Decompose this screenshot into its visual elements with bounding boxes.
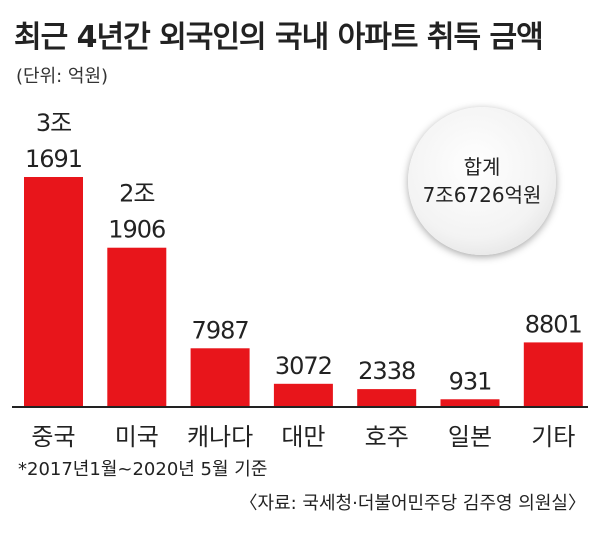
bar (357, 389, 417, 406)
data-label: 2338 (358, 357, 415, 385)
data-label: 8801 (525, 310, 582, 338)
bar (107, 247, 167, 406)
footnote: *2017년1월~2020년 5월 기준 (18, 459, 268, 480)
category-label: 일본 (448, 423, 492, 451)
category-label: 미국 (115, 423, 159, 451)
total-label: 합계 (463, 155, 501, 179)
category-label: 중국 (31, 423, 75, 451)
unit-label: (단위: 억원) (16, 66, 109, 87)
data-label: 2조 (119, 180, 154, 208)
category-label: 대만 (281, 423, 325, 451)
bar (24, 177, 83, 406)
source-credit: 〈자료: 국세청·더불어민주당 김주영 의원실〉 (239, 493, 586, 514)
total-badge: 합계 7조6726억원 (408, 107, 556, 255)
data-label: 7987 (192, 316, 249, 344)
bar (440, 399, 500, 406)
total-value: 7조6726억원 (422, 183, 542, 207)
category-label: 기타 (531, 423, 575, 451)
data-label: 1691 (25, 145, 82, 173)
data-label: 931 (449, 367, 492, 395)
bar (273, 383, 333, 406)
data-label: 1906 (108, 216, 165, 244)
category-label: 캐나다 (187, 423, 253, 451)
data-label: 3072 (275, 352, 332, 380)
bar (523, 342, 583, 406)
data-label: 3조 (36, 109, 71, 137)
chart-title: 최근 4년간 외국인의 국내 아파트 취득 금액 (14, 20, 544, 55)
category-label: 호주 (365, 423, 409, 451)
bar (190, 348, 250, 406)
